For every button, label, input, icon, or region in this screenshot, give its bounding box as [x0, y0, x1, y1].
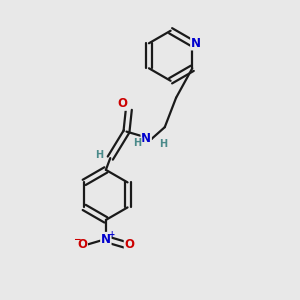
Text: O: O — [77, 238, 87, 251]
Text: +: + — [109, 230, 115, 239]
Text: −: − — [73, 235, 81, 244]
Text: O: O — [117, 97, 128, 110]
Text: N: N — [101, 232, 111, 246]
Text: O: O — [124, 238, 134, 251]
Text: N: N — [191, 37, 201, 50]
Text: H: H — [159, 139, 167, 149]
Text: H: H — [134, 138, 142, 148]
Text: H: H — [95, 150, 103, 160]
Text: N: N — [141, 132, 151, 145]
